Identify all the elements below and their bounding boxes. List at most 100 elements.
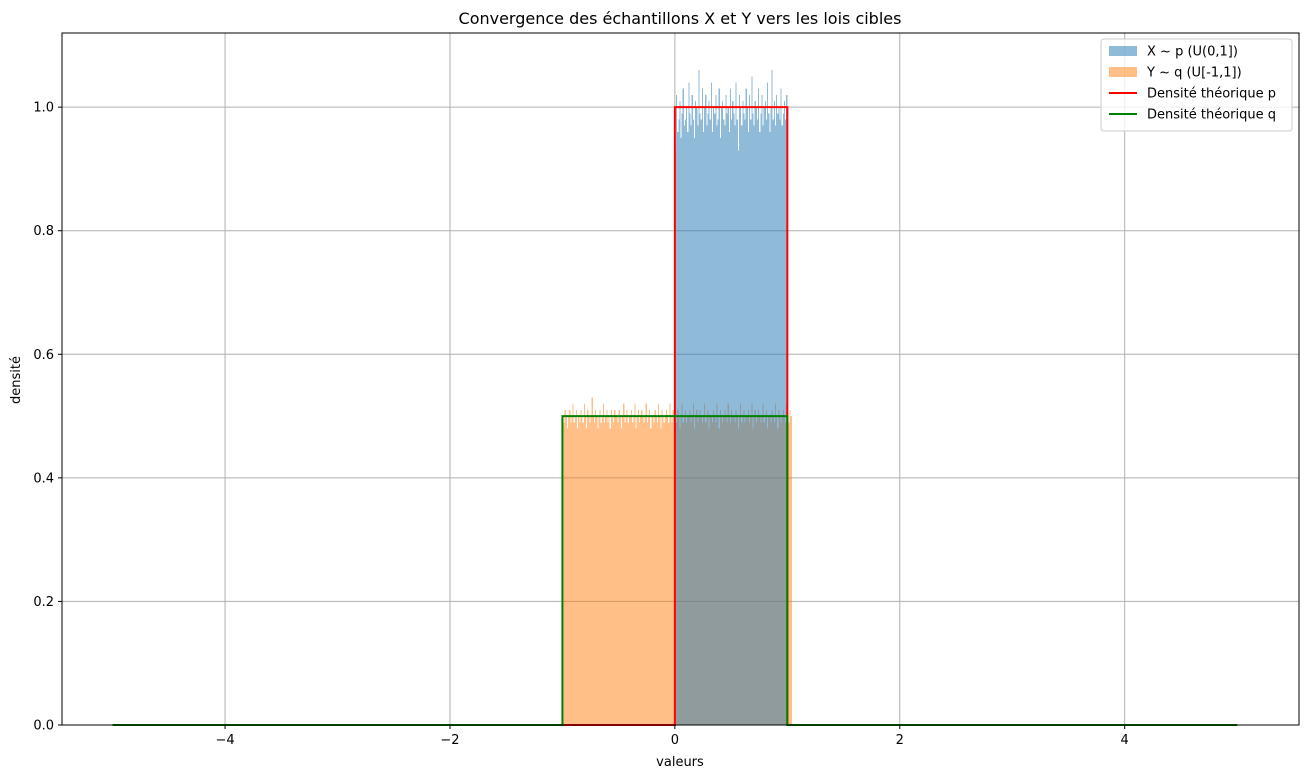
- legend-label: X ~ p (U(0,1]): [1147, 45, 1238, 60]
- y-tick-label: 0.8: [33, 224, 54, 239]
- histogram-bar: [655, 416, 657, 725]
- histogram-bar: [702, 131, 705, 725]
- histogram-bar: [600, 422, 602, 725]
- histogram-bar: [646, 422, 648, 725]
- histogram-bar: [672, 409, 674, 725]
- histogram-bar: [626, 409, 628, 725]
- histogram-bar: [574, 416, 576, 725]
- histogram-bar: [788, 422, 790, 725]
- histogram-bar: [617, 422, 619, 725]
- histogram-bar: [656, 422, 659, 725]
- histogram-bar: [765, 119, 768, 725]
- histogram-bar: [749, 94, 751, 726]
- legend-swatch: [1109, 67, 1137, 77]
- histogram-bar: [676, 94, 678, 726]
- histogram-bar: [716, 125, 718, 725]
- histogram-bar: [697, 125, 699, 725]
- histogram-bar: [751, 76, 753, 725]
- histogram-bar: [695, 100, 697, 725]
- x-tick-label: 4: [1121, 733, 1129, 748]
- x-axis-label: valeurs: [656, 755, 704, 770]
- histogram-bar: [647, 416, 650, 725]
- histogram-bar: [578, 416, 580, 725]
- histogram-bar: [581, 416, 583, 725]
- histogram-bar: [659, 416, 661, 725]
- histogram-bar: [789, 409, 791, 725]
- histogram-bar: [790, 416, 792, 725]
- histogram-bar: [633, 416, 635, 725]
- histogram-bar: [671, 422, 673, 725]
- histogram-bar: [602, 403, 605, 725]
- histogram-bar: [593, 422, 596, 725]
- histogram-bar: [715, 94, 717, 726]
- histogram-bar: [723, 119, 725, 725]
- histogram-bar: [699, 113, 701, 726]
- histogram-bar: [689, 113, 691, 726]
- histogram-bar: [683, 125, 685, 725]
- histogram-bar: [641, 409, 643, 725]
- histogram-bar: [579, 422, 581, 725]
- histogram-bar: [717, 119, 719, 725]
- histogram-bar: [692, 119, 694, 725]
- legend-swatch: [1109, 46, 1137, 56]
- chart-title: Convergence des échantillons X et Y vers…: [459, 9, 902, 28]
- histogram-bars: [562, 70, 792, 726]
- histogram-bar: [610, 409, 612, 725]
- histogram-bar: [632, 422, 634, 725]
- histogram-bar: [580, 409, 582, 725]
- histogram-bar: [708, 100, 710, 725]
- histogram-bar: [601, 416, 603, 725]
- histogram-bar: [690, 125, 692, 725]
- histogram-bar: [644, 416, 646, 725]
- histogram-bar: [607, 422, 609, 725]
- histogram-bar: [640, 416, 642, 725]
- histogram-bar: [743, 113, 745, 726]
- histogram-bar: [678, 119, 680, 725]
- histogram-bar: [572, 403, 574, 725]
- y-tick-label: 0.2: [33, 595, 54, 610]
- histogram-bar: [591, 397, 593, 725]
- histogram-bar: [652, 416, 654, 725]
- histogram-bar: [711, 131, 714, 725]
- y-tick-label: 0.4: [33, 471, 54, 486]
- histogram-bar: [780, 88, 782, 726]
- histogram-bar: [677, 131, 679, 725]
- histogram-bar: [604, 422, 606, 725]
- histogram-bar: [653, 422, 655, 725]
- histogram-bar: [736, 119, 738, 725]
- axis-ticks: −4 −2 0 2 4 0.0 0.2 0.4 0.6 0.8 1.0: [33, 101, 1129, 748]
- histogram-bar: [608, 416, 610, 725]
- histogram-bar: [735, 82, 737, 725]
- legend-label: Densité théorique q: [1147, 108, 1276, 123]
- histogram-bar: [670, 416, 672, 725]
- histogram-bar: [782, 113, 784, 726]
- histogram-bar: [718, 88, 720, 726]
- histogram-bar: [628, 416, 630, 725]
- histogram-bar: [615, 416, 617, 725]
- histogram-bar: [613, 422, 615, 725]
- histogram-bar: [635, 428, 637, 725]
- histogram-bar: [668, 422, 670, 725]
- histogram-bar: [781, 125, 783, 725]
- histogram-bar: [754, 100, 756, 725]
- histogram-bar: [706, 125, 708, 725]
- histogram-bar: [614, 409, 616, 725]
- y-tick-label: 1.0: [33, 101, 54, 116]
- histogram-bar: [569, 409, 571, 725]
- histogram-bar: [611, 416, 614, 725]
- histogram-bar: [768, 113, 770, 726]
- histogram-bar: [634, 403, 636, 725]
- histogram-bar: [707, 113, 709, 726]
- y-tick-label: 0.0: [33, 719, 54, 734]
- histogram-bar: [571, 416, 573, 725]
- histogram-bar: [642, 416, 644, 725]
- histogram-bar: [759, 131, 761, 725]
- histogram-bar: [664, 416, 666, 725]
- histogram-bar: [737, 150, 739, 726]
- x-tick-label: 0: [671, 733, 679, 748]
- histogram-bar: [637, 409, 639, 725]
- histogram-bar: [738, 94, 741, 726]
- histogram-bar: [764, 100, 766, 725]
- histogram-bar: [747, 131, 750, 725]
- histogram-bar: [725, 94, 727, 726]
